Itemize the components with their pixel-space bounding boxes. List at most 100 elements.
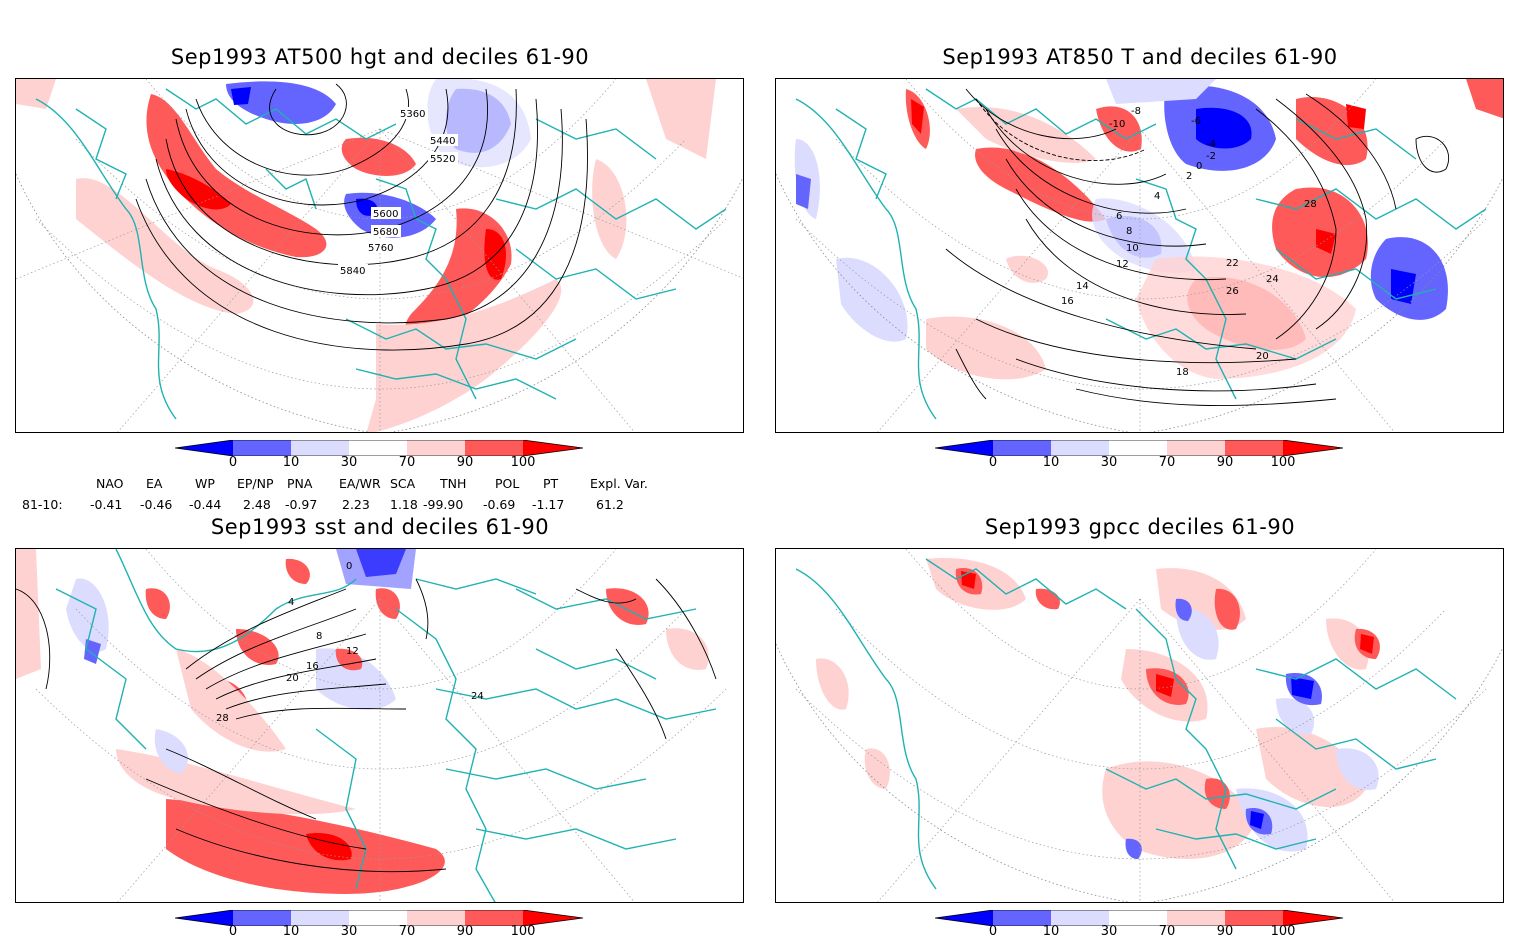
colorbar-swatch-0 [935,910,993,926]
contour-label-5600: 5600 [373,209,398,220]
colorbar-tick-70: 70 [398,924,416,939]
contour-label-5520: 5520 [430,154,455,165]
colorbar-swatch-0 [175,440,233,456]
index-header-pna: PNA [287,476,313,491]
colorbar-tick-30: 30 [1100,455,1118,470]
index-value-wp: -0.44 [189,497,222,512]
colorbar-tick-70: 70 [398,455,416,470]
contour-label-n6: -6 [1191,116,1201,127]
map-panel-hgt500: 5360 5440 5520 5600 5680 5760 5840 [15,78,744,433]
index-value-sca: 1.18 [390,497,418,512]
colorbar-swatch-2 [291,440,349,456]
sst-label-20: 20 [286,673,299,684]
contour-label-28: 28 [1304,199,1317,210]
sst-label-24: 24 [471,691,484,702]
colorbar-tick-10: 10 [1042,455,1060,470]
contour-label-5360: 5360 [400,109,425,120]
colorbar-tick-10: 10 [1042,924,1060,939]
colorbar-swatch-5 [1225,440,1283,456]
colorbar-1: 0 10 30 70 90 100 [174,439,585,475]
colorbar-tick-0: 0 [228,924,238,939]
contour-label-22: 22 [1226,258,1239,269]
colorbar-swatch-3 [1109,440,1167,456]
colorbar-swatch-6 [1283,910,1343,926]
index-value-pt: -1.17 [532,497,565,512]
panel-title-4: Sep1993 gpcc deciles 61-90 [984,515,1296,539]
contour-label-n4: -4 [1206,139,1216,150]
colorbar-tick-90: 90 [1216,455,1234,470]
colorbar-swatch-6 [523,440,583,456]
colorbar-swatch-4 [407,910,465,926]
colorbar-swatch-6 [1283,440,1343,456]
colorbar-tick-100: 100 [510,924,536,939]
colorbar-swatch-2 [1051,440,1109,456]
colorbar-tick-90: 90 [1216,924,1234,939]
contour-label-26: 26 [1226,286,1239,297]
map-panel-sst: 0 4 8 12 16 20 24 28 [15,548,744,903]
colorbar-swatch-3 [349,910,407,926]
contour-label-16: 16 [1061,296,1074,307]
colorbar-tick-10: 10 [282,924,300,939]
colorbar-swatch-2 [1051,910,1109,926]
contour-label-5840: 5840 [340,266,365,277]
index-value-explvar: 61.2 [596,497,624,512]
index-value-tnh: -99.90 [423,497,464,512]
colorbar-tick-90: 90 [456,924,474,939]
index-header-eawr: EA/WR [339,476,381,491]
colorbar-swatch-3 [1109,910,1167,926]
colorbar-tick-70: 70 [1158,924,1176,939]
colorbar-swatch-4 [407,440,465,456]
index-header-sca: SCA [390,476,416,491]
contour-label-10: 10 [1126,243,1139,254]
colorbar-swatch-0 [935,440,993,456]
contour-label-n2: -2 [1206,151,1216,162]
index-header-epnp: EP/NP [237,476,274,491]
index-header-explvar: Expl. Var. [590,476,648,491]
contour-label-n8: -8 [1131,106,1141,117]
colorbar-tick-0: 0 [988,455,998,470]
colorbar-swatch-1 [233,910,291,926]
sst-label-12: 12 [346,646,359,657]
colorbar-swatch-1 [233,440,291,456]
map-panel-gpcc [775,548,1504,903]
colorbar-swatch-5 [465,440,523,456]
index-header-nao: NAO [96,476,124,491]
contour-label-2: 2 [1186,171,1192,182]
colorbar-swatch-2 [291,910,349,926]
colorbar-swatch-0 [175,910,233,926]
colorbar-swatch-4 [1167,440,1225,456]
colorbar-tick-30: 30 [340,924,358,939]
sst-label-0: 0 [346,561,352,572]
panel-title-1: Sep1993 AT500 hgt and deciles 61-90 [170,45,590,69]
colorbar-tick-0: 0 [988,924,998,939]
contour-label-24: 24 [1266,274,1279,285]
contour-label-4: 4 [1154,191,1160,202]
contour-label-5760: 5760 [368,243,393,254]
contour-label-20: 20 [1256,351,1269,362]
contour-label-12: 12 [1116,259,1129,270]
contour-label-5440: 5440 [430,136,455,147]
index-value-pol: -0.69 [483,497,516,512]
index-value-ea: -0.46 [140,497,173,512]
colorbar-swatch-5 [1225,910,1283,926]
colorbar-tick-0: 0 [228,455,238,470]
colorbar-4: 0 10 30 70 90 100 [934,909,1345,940]
sst-label-28: 28 [216,713,229,724]
index-header-ea: EA [146,476,163,491]
contour-label-14: 14 [1076,281,1089,292]
map-panel-t850: -10 -8 -6 -4 -2 0 2 4 6 8 10 12 14 16 18… [775,78,1504,433]
contour-label-0: 0 [1196,161,1202,172]
colorbar-2: 0 10 30 70 90 100 [934,439,1345,475]
colorbar-tick-10: 10 [282,455,300,470]
colorbar-tick-70: 70 [1158,455,1176,470]
colorbar-tick-100: 100 [510,455,536,470]
index-header-tnh: TNH [440,476,467,491]
sst-label-8: 8 [316,631,322,642]
colorbar-swatch-6 [523,910,583,926]
colorbar-tick-90: 90 [456,455,474,470]
index-header-pt: PT [543,476,559,491]
colorbar-swatch-3 [349,440,407,456]
sst-label-16: 16 [306,661,319,672]
colorbar-tick-30: 30 [340,455,358,470]
panel-title-3: Sep1993 sst and deciles 61-90 [210,515,550,539]
